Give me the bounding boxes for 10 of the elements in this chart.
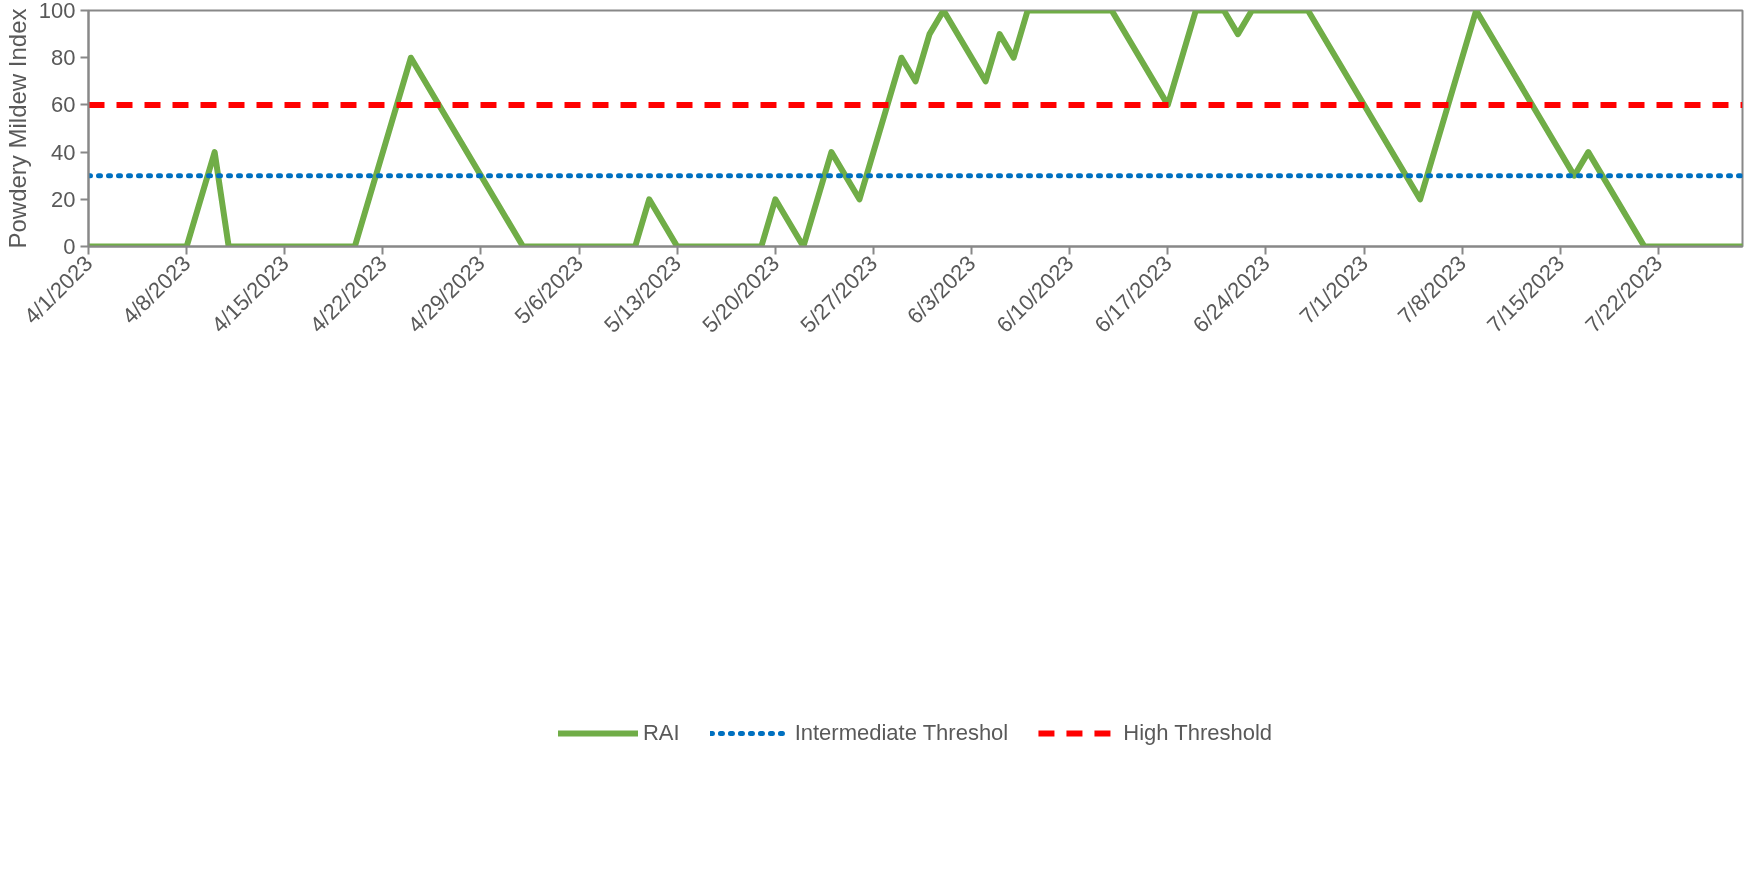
y-tick-label: 0 xyxy=(63,234,76,259)
legend-label: High Threshold xyxy=(1123,719,1273,746)
y-tick-label: 40 xyxy=(51,139,76,165)
y-tick-label: 100 xyxy=(38,0,76,23)
y-axis-title: Powdery Mildew Index xyxy=(3,8,31,249)
y-tick-label: 20 xyxy=(51,186,76,212)
legend-label: Intermediate Threshol xyxy=(794,719,1009,746)
y-tick-label: 80 xyxy=(51,45,76,71)
legend-label: RAI xyxy=(642,719,680,746)
y-tick-label: 60 xyxy=(51,92,76,118)
